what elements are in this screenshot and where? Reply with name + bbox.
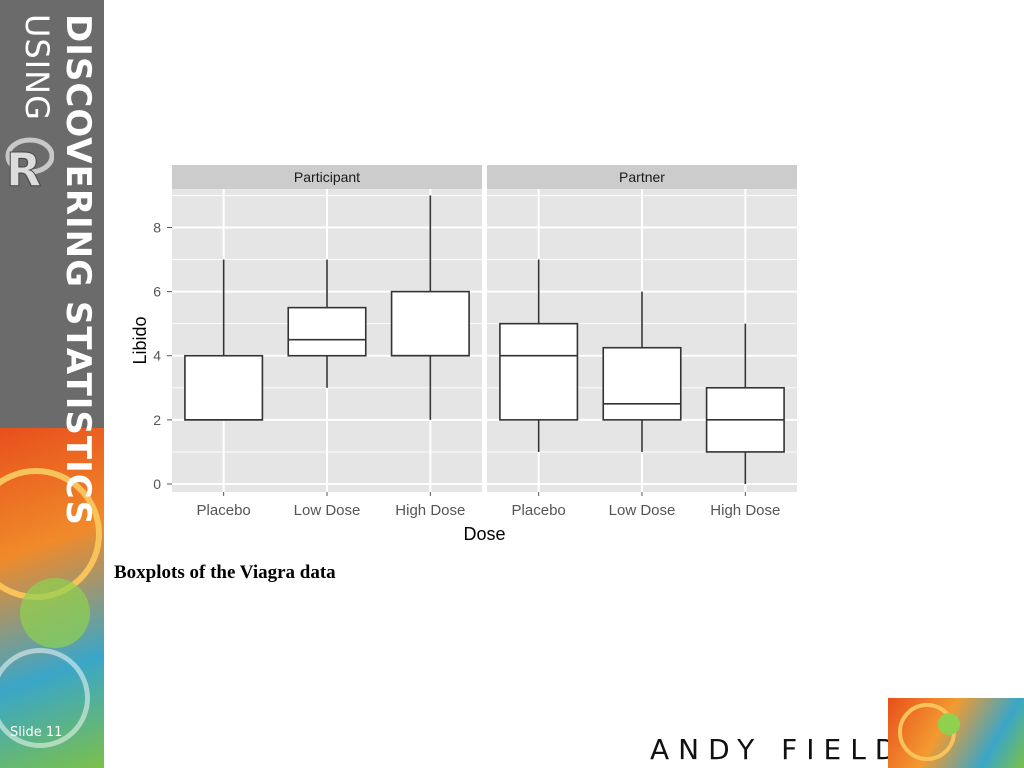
y-tick-label: 6 (153, 284, 161, 300)
x-tick-label: High Dose (395, 502, 465, 519)
x-tick-label: Placebo (512, 502, 566, 519)
y-tick-label: 8 (153, 219, 161, 235)
box-iqr (499, 322, 579, 421)
boxplot-chart: Participant Placebo Low Dose High Dose Partn… (130, 165, 797, 544)
x-tick-label: High Dose (710, 502, 780, 519)
facet-label: Participant (294, 169, 360, 185)
box-iqr (184, 354, 264, 421)
sidebar-grey-band (0, 0, 104, 428)
y-tick-label: 2 (153, 412, 161, 428)
x-tick-label: Placebo (197, 502, 251, 519)
sidebar-branding: DISCOVERING STATISTICS USING R Slide 11 (0, 0, 104, 768)
facet-strip (172, 165, 482, 189)
facet-strip (487, 165, 797, 189)
y-axis-label: Libido (130, 316, 150, 364)
box-iqr (602, 346, 682, 421)
r-logo-icon: R (6, 137, 54, 192)
series-using-text: USING (18, 14, 56, 121)
facet-label: Partner (619, 169, 665, 185)
sidebar-abstract-art (0, 428, 104, 768)
series-title-text: DISCOVERING STATISTICS (58, 14, 98, 526)
corner-abstract-art (888, 698, 1024, 768)
author-name: ANDY FIELD (650, 733, 906, 766)
svg-text:R: R (6, 143, 41, 192)
y-tick-label: 4 (153, 348, 161, 364)
x-tick-label: Low Dose (294, 502, 361, 519)
y-tick-label: 0 (153, 476, 161, 492)
x-tick-label: Low Dose (609, 502, 676, 519)
box-iqr (390, 290, 470, 357)
slide-number: Slide 11 (10, 725, 63, 740)
x-axis-label: Dose (463, 524, 505, 544)
box-iqr (287, 306, 367, 357)
figure-caption: Boxplots of the Viagra data (114, 562, 336, 583)
